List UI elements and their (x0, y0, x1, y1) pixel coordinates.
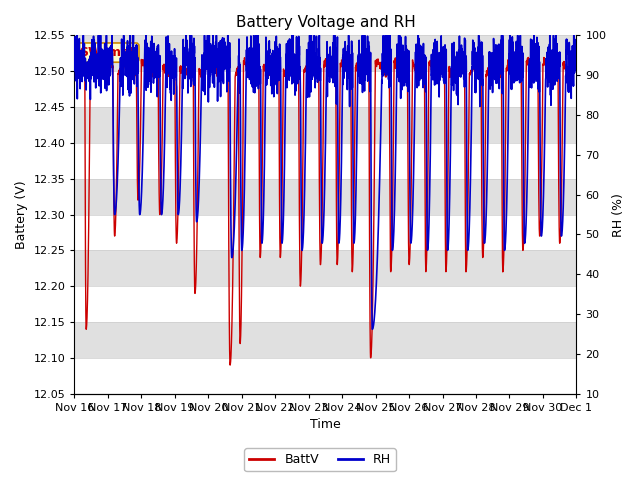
Text: SW_met: SW_met (79, 46, 136, 59)
Bar (74, 36, 577, 71)
Bar (74, 322, 577, 358)
Y-axis label: RH (%): RH (%) (612, 192, 625, 237)
Bar (74, 179, 577, 215)
Bar (74, 358, 577, 394)
Bar (74, 143, 577, 179)
Bar (74, 71, 577, 107)
Y-axis label: Battery (V): Battery (V) (15, 180, 28, 249)
Legend: BattV, RH: BattV, RH (244, 448, 396, 471)
Bar (74, 251, 577, 286)
X-axis label: Time: Time (310, 419, 341, 432)
Title: Battery Voltage and RH: Battery Voltage and RH (236, 15, 415, 30)
Bar (74, 107, 577, 143)
Bar (74, 286, 577, 322)
Bar (74, 215, 577, 251)
